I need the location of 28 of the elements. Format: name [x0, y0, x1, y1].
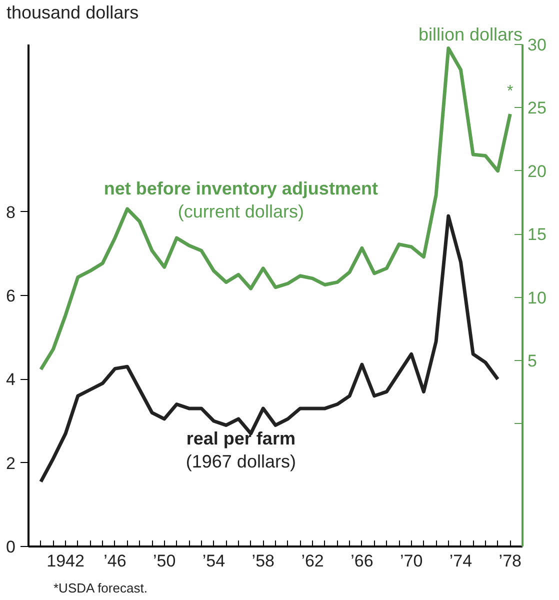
y2-tick-label: 5 [528, 352, 537, 371]
y2-tick-label: 10 [528, 288, 546, 308]
x-tick-label: ’54 [202, 552, 226, 570]
y-tick-label: 6 [6, 286, 16, 306]
y-tick-label: 8 [6, 202, 16, 222]
x-tick-label: ’70 [400, 552, 423, 570]
x-tick-label: ’62 [301, 552, 324, 570]
y2-tick-label: 15 [528, 225, 546, 244]
y-tick-label: 4 [6, 370, 16, 390]
x-tick-label: ’46 [104, 552, 126, 570]
x-tick-label: ’58 [252, 552, 274, 570]
series-label: real per farm (1967 dollars) [186, 428, 296, 472]
y-tick-label: 0 [6, 538, 16, 556]
y2-tick-label: 25 [528, 98, 546, 118]
y2-axis-title: billion dollars [418, 24, 523, 44]
x-tick-label: ’78 [498, 552, 522, 570]
y2-tick-label: 20 [528, 162, 546, 181]
y-axis-title: thousand dollars [6, 2, 139, 22]
line-series [39, 46, 512, 372]
series-label: net before inventory adjustment (current dollars) [104, 178, 378, 222]
x-tick-label: ’74 [449, 552, 472, 570]
y2-tick-label: 30 [528, 36, 546, 54]
text: *USDA forecast. [54, 580, 148, 596]
annotation: * [507, 83, 514, 100]
x-tick-label: 1942 [46, 552, 84, 570]
x-tick-label: ’66 [350, 552, 374, 570]
y-tick-label: 2 [6, 454, 16, 473]
x-tick-label: ’50 [153, 552, 176, 570]
